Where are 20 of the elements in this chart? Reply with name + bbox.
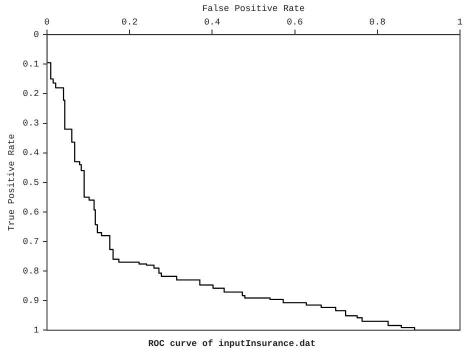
text: ROC curve of inputInsurance.dat: [148, 338, 316, 349]
x-tick-label: 0.2: [122, 18, 138, 28]
y-tick-label: 0.5: [22, 178, 40, 188]
y-tick-label: 0.1: [22, 60, 40, 70]
y-tick-label: 0.2: [22, 89, 40, 100]
x-tick-label: 0.6: [286, 18, 303, 28]
y-tick-label: 0.8: [22, 266, 40, 276]
x-tick-label: 0.8: [369, 18, 386, 28]
x-tick-label: 1: [457, 18, 463, 28]
x-tick-label: 0: [44, 18, 50, 28]
y-tick-label: 0.9: [22, 296, 40, 306]
y-tick-label: 0.3: [22, 118, 40, 129]
x-axis-title: False Positive Rate: [202, 4, 305, 14]
y-tick-label: 0.4: [22, 148, 40, 158]
y-tick-label: 1: [34, 326, 40, 336]
x-tick-label: 0.4: [204, 18, 220, 28]
y-axis-title: True Positive Rate: [6, 134, 17, 232]
y-tick-label: 0.6: [22, 207, 40, 218]
y-tick-label: 0: [34, 30, 40, 40]
y-tick-label: 0.7: [22, 236, 40, 247]
